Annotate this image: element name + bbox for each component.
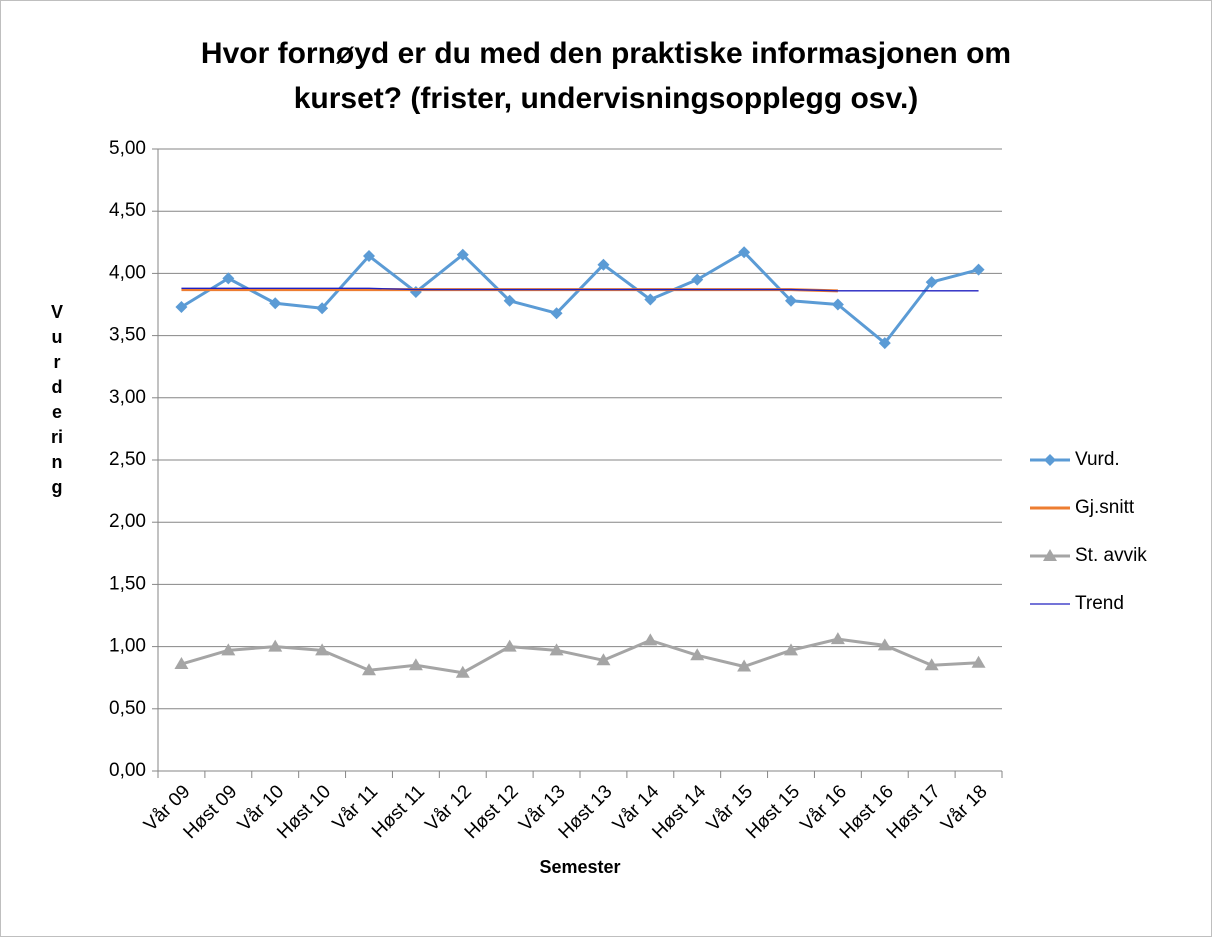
y-tick-label: 4,50	[109, 200, 146, 221]
marker	[315, 643, 330, 656]
marker	[221, 643, 236, 656]
marker	[924, 658, 939, 671]
marker	[502, 639, 517, 652]
marker	[550, 307, 563, 320]
marker	[549, 643, 564, 656]
series-line	[181, 287, 979, 292]
marker	[784, 643, 798, 656]
marker	[691, 273, 704, 286]
marker	[268, 639, 283, 652]
marker	[925, 276, 938, 289]
y-tick-label: 2,50	[109, 449, 146, 470]
marker	[737, 659, 752, 672]
marker	[175, 300, 188, 313]
marker	[830, 632, 845, 645]
series-line	[181, 637, 979, 675]
marker	[690, 648, 705, 661]
y-tick-label: 4,00	[109, 262, 146, 283]
y-axis-label: Vurdering	[50, 302, 63, 497]
y-tick-label: 1,00	[109, 636, 146, 657]
marker	[269, 297, 282, 310]
marker	[503, 294, 516, 307]
marker	[877, 638, 892, 651]
marker	[878, 337, 891, 350]
marker	[408, 658, 423, 671]
marker	[1043, 549, 1057, 561]
marker	[785, 294, 797, 307]
y-tick-label: 3,50	[109, 325, 146, 346]
legend-label: St. avvik	[1075, 545, 1147, 566]
marker	[1044, 454, 1056, 466]
marker	[316, 302, 329, 315]
y-tick-label: 3,00	[109, 387, 146, 408]
marker	[597, 258, 610, 271]
marker	[972, 263, 985, 276]
marker	[362, 663, 376, 676]
x-axis-label: Semester	[539, 857, 620, 877]
marker	[222, 272, 235, 285]
marker	[644, 293, 657, 306]
marker	[363, 249, 375, 262]
legend-label: Vurd.	[1075, 449, 1120, 470]
chart-title: kurset? (frister, undervisningsopplegg o…	[294, 82, 919, 115]
y-tick-label: 2,00	[109, 511, 146, 532]
y-tick-label: 5,00	[109, 138, 146, 159]
marker	[596, 653, 611, 666]
marker	[174, 657, 189, 670]
y-tick-label: 0,50	[109, 698, 146, 719]
marker	[643, 633, 658, 646]
marker	[738, 246, 751, 259]
y-tick-label: 0,00	[109, 760, 146, 781]
marker	[971, 655, 986, 668]
legend-label: Trend	[1075, 593, 1124, 614]
chart-title: Hvor fornøyd er du med den praktiske inf…	[201, 37, 1011, 70]
marker	[831, 298, 844, 311]
marker	[455, 665, 470, 678]
legend-label: Gj.snitt	[1075, 497, 1135, 518]
y-tick-label: 1,50	[109, 573, 146, 594]
marker	[456, 248, 469, 261]
